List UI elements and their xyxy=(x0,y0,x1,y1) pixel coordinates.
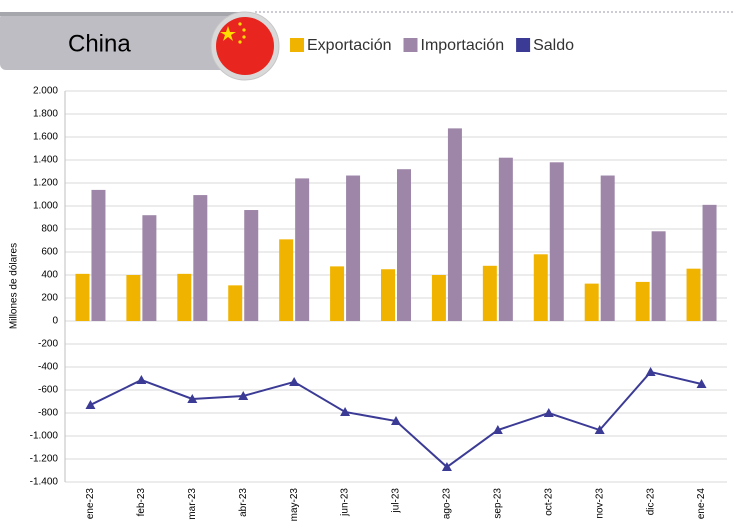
bar xyxy=(549,162,564,321)
marker xyxy=(594,425,605,435)
x-tick-label: jul-23 xyxy=(391,488,402,514)
marker xyxy=(187,393,198,403)
y-tick-label: 800 xyxy=(41,224,58,235)
y-tick-label: -1.400 xyxy=(30,477,59,488)
y-tick-label: 200 xyxy=(41,293,58,304)
bar xyxy=(346,175,361,321)
x-tick-label: sep-23 xyxy=(492,488,503,519)
chart-title: China xyxy=(68,30,131,57)
x-tick-label: oct-23 xyxy=(543,488,554,516)
bar xyxy=(381,269,395,321)
bar xyxy=(431,275,446,321)
y-tick-label: 1.400 xyxy=(33,155,58,166)
y-tick-label: 2.000 xyxy=(33,86,58,97)
bar xyxy=(91,189,106,321)
bar xyxy=(279,239,294,321)
x-tick-label: ago-23 xyxy=(442,488,453,520)
bar xyxy=(651,231,666,321)
bar xyxy=(193,195,208,321)
bar xyxy=(533,254,548,321)
header-band xyxy=(0,12,240,70)
bar xyxy=(397,169,411,321)
bar xyxy=(686,268,701,321)
bar xyxy=(584,283,599,321)
bar xyxy=(244,210,259,321)
y-tick-label: 600 xyxy=(41,247,58,258)
marker xyxy=(340,406,351,416)
x-tick-label: mar-23 xyxy=(187,488,198,520)
y-tick-label: 1.600 xyxy=(33,132,58,143)
marker xyxy=(136,374,147,384)
x-tick-label: nov-23 xyxy=(594,488,605,519)
x-tick-label: may-23 xyxy=(289,488,300,522)
bar xyxy=(482,265,497,321)
y-tick-label: 1.000 xyxy=(33,201,58,212)
x-tick-label: feb-23 xyxy=(136,488,147,517)
bar xyxy=(126,275,141,321)
marker xyxy=(492,425,503,435)
y-tick-label: -400 xyxy=(38,362,58,373)
x-tick-label: ene-24 xyxy=(696,488,707,520)
marker xyxy=(85,399,96,409)
bar xyxy=(177,273,192,321)
bar xyxy=(600,175,615,321)
x-tick-label: abr-23 xyxy=(238,488,249,517)
y-tick-label: 1.200 xyxy=(33,178,58,189)
y-tick-label: -800 xyxy=(38,408,58,419)
flag xyxy=(210,11,280,81)
y-tick-label: 0 xyxy=(52,316,58,327)
legend-label: Exportación xyxy=(307,37,392,54)
legend-label: Importación xyxy=(421,37,505,54)
legend-swatch xyxy=(290,38,304,52)
marker xyxy=(289,376,300,386)
y-tick-label: -1.000 xyxy=(30,431,59,442)
marker xyxy=(441,462,452,472)
bar xyxy=(75,273,90,321)
marker xyxy=(391,416,401,426)
x-tick-label: dic-23 xyxy=(645,488,656,516)
bar xyxy=(330,266,345,321)
marker xyxy=(696,379,707,389)
legend-label: Saldo xyxy=(533,37,574,54)
y-tick-label: 1.800 xyxy=(33,109,58,120)
legend-swatch xyxy=(516,38,531,52)
marker xyxy=(645,366,656,376)
header-edge xyxy=(0,12,240,16)
bar xyxy=(702,204,717,321)
x-tick-label: ene-23 xyxy=(85,488,96,520)
x-tick-label: jun-23 xyxy=(340,488,351,517)
y-tick-label: -1.200 xyxy=(30,454,59,465)
y-tick-label: -200 xyxy=(38,339,58,350)
y-tick-label: -600 xyxy=(38,385,58,396)
marker xyxy=(238,390,249,400)
y-axis-title: Millones de dólares xyxy=(9,243,20,329)
bar xyxy=(447,128,462,321)
bar xyxy=(142,215,157,321)
marker xyxy=(543,408,554,417)
bar xyxy=(295,178,310,321)
bar xyxy=(498,157,513,321)
bar xyxy=(228,285,243,321)
bar xyxy=(635,281,650,321)
legend-swatch xyxy=(403,38,418,52)
y-tick-label: 400 xyxy=(41,270,58,281)
